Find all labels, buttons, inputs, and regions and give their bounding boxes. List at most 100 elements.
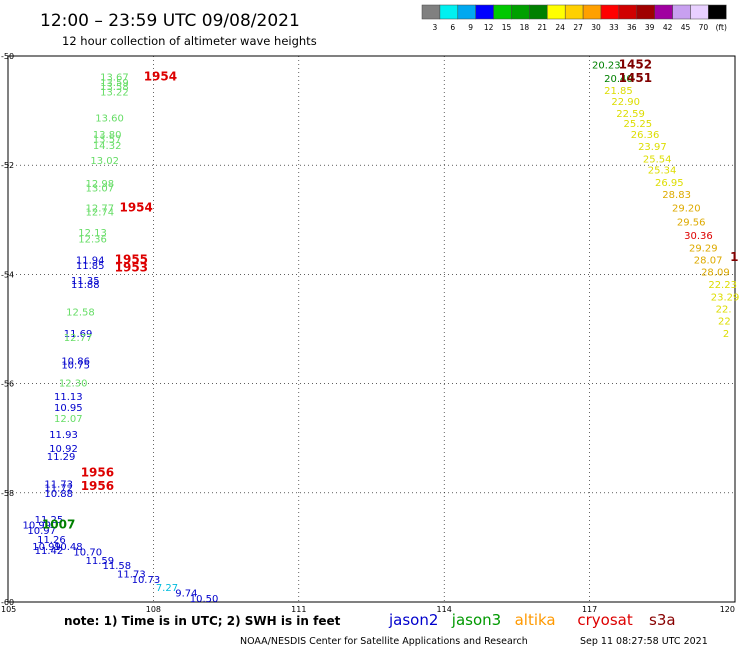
wave-height-label: 20.23 xyxy=(592,61,621,72)
colorbar-swatch xyxy=(708,4,727,20)
colorbar-label: 36 xyxy=(627,23,637,32)
mission-legend-item: altika xyxy=(515,611,556,629)
colorbar-swatch xyxy=(529,4,548,20)
wave-height-label: 28.09 xyxy=(701,267,730,278)
wave-height-label: 13.22 xyxy=(100,87,129,98)
pass-time-label: 1956 xyxy=(81,465,114,479)
wave-height-label: 11.88 xyxy=(71,280,100,291)
mission-legend-item: jason2 xyxy=(388,611,438,629)
colorbar-swatch xyxy=(475,4,494,20)
plot-frame xyxy=(7,55,736,603)
wave-height-label: 10.86 xyxy=(61,356,90,367)
wave-height-label: 2 xyxy=(723,329,729,340)
pass-time-label: 1953 xyxy=(115,261,148,275)
wave-height-label: 10.73 xyxy=(132,575,161,586)
mission-legend: jason2 jason3 altika cryosat s3a xyxy=(388,611,676,629)
wave-height-label: 9.74 xyxy=(175,589,197,600)
wave-height-label: 11.59 xyxy=(86,556,115,567)
wave-height-label: 10.97 xyxy=(27,526,56,537)
wave-height-label: 20.40 xyxy=(604,74,633,85)
wave-height-label: 7.27 xyxy=(156,583,178,594)
longitude-tick-label: 105 xyxy=(1,605,16,614)
map-subtitle: 12 hour collection of altimeter wave hei… xyxy=(62,34,317,48)
wave-height-label: 26.95 xyxy=(655,178,684,189)
wave-height-label: 22.23 xyxy=(708,280,737,291)
pass-time-label: 1954 xyxy=(119,201,152,215)
colorbar-label: 70 xyxy=(699,23,709,32)
wave-height-label: 11.69 xyxy=(64,329,93,340)
wave-height-label: 28.83 xyxy=(662,190,691,201)
latitude-tick-label: -52 xyxy=(1,161,14,170)
mission-legend-item: jason3 xyxy=(451,611,501,629)
wave-height-label: 13.67 xyxy=(100,73,129,84)
wave-height-label: 10.50 xyxy=(190,594,219,605)
colorbar-swatch xyxy=(582,4,602,20)
wave-height-label: 11.85 xyxy=(76,261,105,272)
colorbar-swatch xyxy=(654,4,673,20)
latitude-axis: -50 -52 -54 -56 -58 -60 xyxy=(1,52,14,607)
longitude-axis: 105 108 111 114 117 120 xyxy=(1,605,735,614)
wave-height-label: 22.59 xyxy=(616,109,645,120)
colorbar-swatch xyxy=(493,4,512,20)
colorbar-swatch xyxy=(511,4,530,20)
wave-height-label: 13.60 xyxy=(95,114,124,125)
wave-height-label: 22 xyxy=(718,317,731,328)
wave-height-label: 25.54 xyxy=(643,154,672,165)
wave-height-label: 11.13 xyxy=(54,392,83,403)
colorbar-swatch xyxy=(457,4,476,20)
latitude-tick-label: -58 xyxy=(1,489,14,498)
colorbar-label: 9 xyxy=(468,23,473,32)
wave-height-label: 13.07 xyxy=(86,183,115,194)
colorbar-label: 18 xyxy=(520,23,530,32)
longitude-tick-label: 108 xyxy=(146,605,161,614)
wave-height-label: 26.36 xyxy=(631,130,660,141)
latitude-tick-label: -50 xyxy=(1,52,14,61)
longitude-tick-label: 111 xyxy=(291,605,306,614)
wave-height-label: 11.94 xyxy=(76,255,105,266)
wave-height-label: 12.30 xyxy=(59,378,88,389)
colorbar-swatch xyxy=(636,4,655,20)
wave-height-label: 12.13 xyxy=(78,228,107,239)
wave-height-label: 13.59 xyxy=(100,78,129,89)
wave-height-label: 11.35 xyxy=(71,276,100,287)
wave-height-label: 11.25 xyxy=(35,515,64,526)
mission-legend-item: cryosat xyxy=(577,611,632,629)
colorbar-label: 24 xyxy=(555,23,565,32)
longitude-tick-label: 117 xyxy=(582,605,597,614)
colorbar-swatch xyxy=(421,4,441,20)
pass-time-label: 1 xyxy=(730,250,738,264)
wave-height-label: 30.36 xyxy=(684,231,713,242)
wave-height-label: 12.36 xyxy=(78,235,107,246)
pass-time-label: 1451 xyxy=(619,71,652,85)
wave-height-label: 29.20 xyxy=(672,204,701,215)
wave-height-label: 29.56 xyxy=(677,217,706,228)
wave-height-label: 10.48 xyxy=(54,542,83,553)
longitude-tick-label: 120 xyxy=(720,605,735,614)
colorbar-swatch xyxy=(690,4,709,20)
colorbar-swatch xyxy=(618,4,638,20)
colorbar-swatch xyxy=(600,4,620,20)
grid-lines xyxy=(8,56,735,602)
map-title: 12:00 – 23:59 UTC 09/08/2021 xyxy=(40,11,300,31)
pass-time-label: 1452 xyxy=(619,58,652,72)
wave-height-label: 10.75 xyxy=(61,360,90,371)
wave-height-label: 12.77 xyxy=(86,204,115,215)
wave-height-label: 13.02 xyxy=(90,156,119,167)
wave-height-label: 13.58 xyxy=(100,82,129,93)
wave-height-label: 10.70 xyxy=(73,548,102,559)
wave-height-label: 25.25 xyxy=(624,119,653,130)
longitude-tick-label: 114 xyxy=(437,605,452,614)
pass-time-label: 1956 xyxy=(81,479,114,493)
wave-height-label: 12.98 xyxy=(86,179,115,190)
colorbar-swatch xyxy=(547,4,566,20)
wave-height-label: 23.97 xyxy=(638,142,667,153)
wave-height-label: 11.73 xyxy=(44,479,73,490)
wave-height-label: 29.29 xyxy=(689,243,718,254)
colorbar-label: 30 xyxy=(591,23,601,32)
latitude-tick-label: -56 xyxy=(1,380,14,389)
wave-height-label: 10.99 xyxy=(32,542,61,553)
colorbar-label: 12 xyxy=(484,23,494,32)
